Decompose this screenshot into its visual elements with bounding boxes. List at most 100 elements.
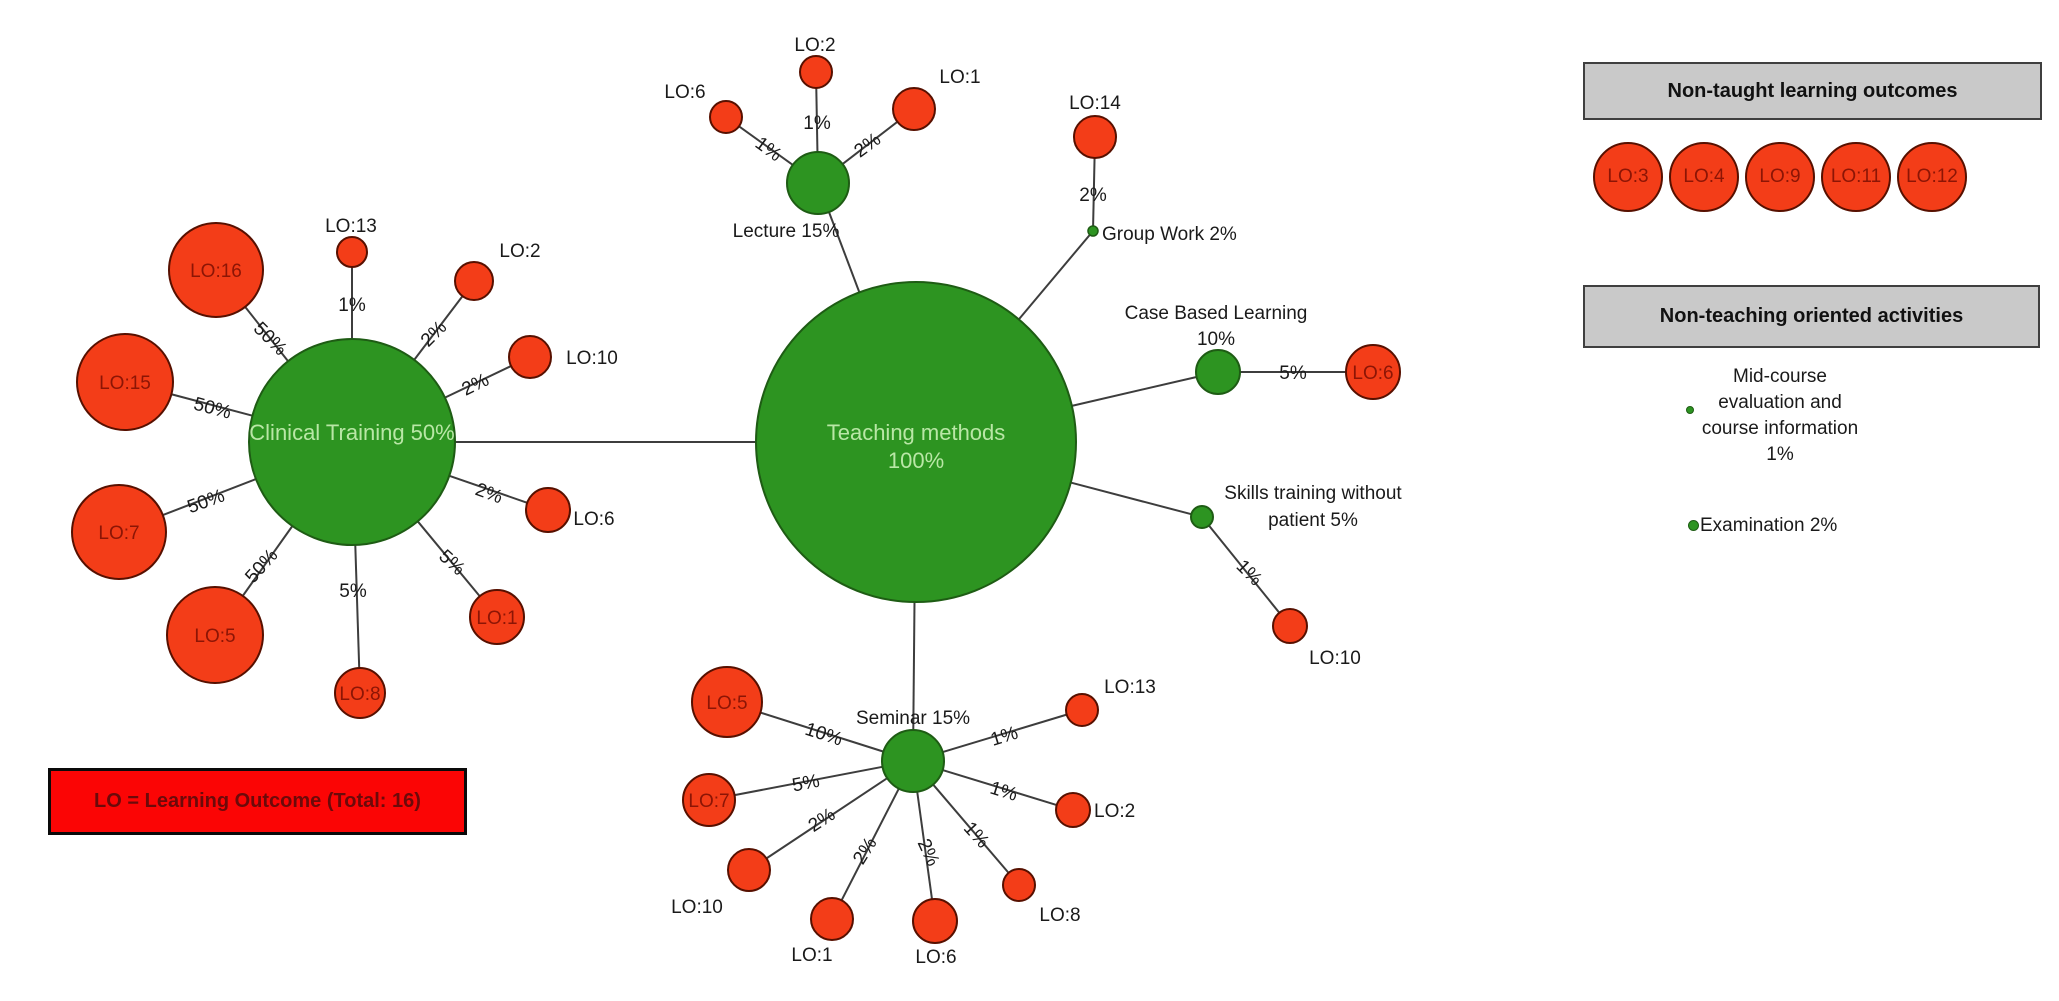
edge-teaching-skills bbox=[1070, 481, 1192, 516]
node-label-m-lo7: LO:7 bbox=[688, 791, 729, 812]
node-cb-lo6 bbox=[1345, 344, 1401, 400]
edge-label-lecture-l-lo1: 2% bbox=[850, 129, 885, 162]
edge-label-clinical-c-lo1: 5% bbox=[434, 546, 469, 580]
edge-label-seminar-m-lo2: 1% bbox=[987, 778, 1020, 806]
edge-seminar-m-lo2 bbox=[942, 769, 1058, 806]
node-title-teaching-1: 100% bbox=[888, 448, 944, 473]
node-label-l-lo6: LO:6 bbox=[664, 82, 705, 103]
activity-examination-label: Examination 2% bbox=[1700, 515, 1838, 536]
node-seminar bbox=[881, 729, 945, 793]
non-taught-circle-lo11: LO:11 bbox=[1821, 142, 1891, 212]
non-teaching-activities-title: Non-teaching oriented activities bbox=[1659, 305, 1964, 327]
edge-label-clinical-c-lo6: 2% bbox=[472, 479, 505, 508]
activity-midcourse-line4: 1% bbox=[1766, 444, 1794, 465]
edge-clinical-c-lo16 bbox=[244, 306, 289, 362]
node-label-m-lo10: LO:10 bbox=[671, 897, 723, 918]
edge-clinical-c-lo6 bbox=[448, 474, 528, 504]
non-taught-outcomes-title: Non-taught learning outcomes bbox=[1667, 79, 1958, 102]
node-m-lo8 bbox=[1002, 868, 1036, 902]
edge-clinical-c-lo2 bbox=[413, 295, 464, 361]
node-l-lo2 bbox=[799, 55, 833, 89]
activity-midcourse-line3: course information bbox=[1701, 418, 1859, 439]
node-l-lo1 bbox=[892, 87, 936, 131]
node-casebased bbox=[1195, 349, 1241, 395]
lo-legend-box: LO = Learning Outcome (Total: 16) bbox=[48, 768, 467, 835]
node-label-lo14: LO:14 bbox=[1069, 93, 1121, 114]
edge-label-lecture-l-lo2: 1% bbox=[803, 113, 831, 134]
node-label-s-lo10: LO:10 bbox=[1309, 648, 1361, 669]
edge-label-clinical-c-lo5: 50% bbox=[241, 545, 282, 587]
edge-lecture-l-lo1 bbox=[841, 121, 898, 165]
float-label-4: Group Work 2% bbox=[1102, 224, 1237, 245]
node-title-teaching-0: Teaching methods bbox=[827, 420, 1006, 445]
node-l-lo6 bbox=[709, 100, 743, 134]
edge-clinical-c-lo1 bbox=[416, 520, 481, 597]
node-label-m-lo1: LO:1 bbox=[791, 945, 832, 966]
node-label-c-lo6: LO:6 bbox=[573, 509, 614, 530]
node-label-cb-lo6: LO:6 bbox=[1352, 363, 1393, 384]
edge-teaching-seminar bbox=[912, 601, 916, 731]
edge-seminar-m-lo8 bbox=[932, 783, 1010, 874]
edge-seminar-m-lo5 bbox=[760, 711, 884, 753]
edge-label-clinical-c-lo7: 50% bbox=[185, 485, 228, 518]
edge-lecture-l-lo2 bbox=[815, 87, 819, 153]
node-groupwork bbox=[1087, 225, 1099, 237]
node-c-lo10 bbox=[508, 335, 552, 379]
edge-clinical-c-lo10 bbox=[444, 365, 512, 399]
activity-examination: Examination 2% bbox=[1700, 513, 1837, 539]
node-m-lo1 bbox=[810, 897, 854, 941]
edge-label-clinical-c-lo10: 2% bbox=[459, 370, 493, 401]
activity-midcourse: Mid-course evaluation and course informa… bbox=[1640, 364, 1920, 468]
edge-seminar-m-lo1 bbox=[840, 788, 900, 901]
node-label-c-lo5: LO:5 bbox=[194, 626, 235, 647]
midcourse-bullet-dot bbox=[1686, 406, 1694, 414]
node-teaching bbox=[755, 281, 1077, 603]
node-s-lo10 bbox=[1272, 608, 1308, 644]
edge-teaching-groupwork bbox=[1018, 234, 1091, 321]
edge-label-clinical-c-lo13: 1% bbox=[338, 295, 366, 316]
edge-label-seminar-m-lo13: 1% bbox=[988, 723, 1021, 751]
node-c-lo15 bbox=[76, 333, 174, 431]
float-label-3: 10% bbox=[1197, 329, 1235, 350]
edge-label-seminar-m-lo7: 5% bbox=[790, 771, 821, 797]
node-label-c-lo2: LO:2 bbox=[499, 241, 540, 262]
edge-label-seminar-m-lo10: 2% bbox=[805, 804, 840, 837]
edge-label-seminar-m-lo1: 2% bbox=[849, 834, 881, 869]
edge-seminar-m-lo10 bbox=[765, 777, 888, 860]
edge-lecture-l-lo6 bbox=[738, 125, 794, 166]
edge-clinical-c-lo5 bbox=[241, 525, 294, 597]
non-taught-outcomes-header: Non-taught learning outcomes bbox=[1583, 62, 2042, 120]
node-c-lo2 bbox=[454, 261, 494, 301]
float-label-0: Lecture 15% bbox=[733, 221, 840, 242]
activity-midcourse-line1: Mid-course bbox=[1733, 366, 1827, 387]
node-label-m-lo6: LO:6 bbox=[915, 947, 956, 968]
edge-lo14-groupwork bbox=[1092, 157, 1096, 227]
edge-clinical-c-lo8 bbox=[354, 544, 361, 669]
edge-label-clinical-c-lo2: 2% bbox=[417, 317, 451, 351]
examination-bullet-dot bbox=[1688, 520, 1699, 531]
node-label-m-lo2: LO:2 bbox=[1094, 801, 1135, 822]
node-title-clinical-0: Clinical Training 50% bbox=[249, 420, 454, 445]
node-c-lo13 bbox=[336, 236, 368, 268]
node-label-c-lo1: LO:1 bbox=[476, 608, 517, 629]
node-c-lo5 bbox=[166, 586, 264, 684]
node-m-lo13 bbox=[1065, 693, 1099, 727]
node-label-c-lo15: LO:15 bbox=[99, 373, 151, 394]
node-m-lo6 bbox=[912, 898, 958, 944]
node-label-l-lo2: LO:2 bbox=[794, 35, 835, 56]
node-label-l-lo1: LO:1 bbox=[939, 67, 980, 88]
node-label-m-lo5: LO:5 bbox=[706, 693, 747, 714]
node-c-lo1 bbox=[469, 589, 525, 645]
node-label-m-lo8: LO:8 bbox=[1039, 905, 1080, 926]
node-label-c-lo10: LO:10 bbox=[566, 348, 618, 369]
node-m-lo5 bbox=[691, 666, 763, 738]
node-c-lo6 bbox=[525, 487, 571, 533]
lo-legend-text: LO = Learning Outcome (Total: 16) bbox=[94, 790, 421, 812]
node-label-m-lo13: LO:13 bbox=[1104, 677, 1156, 698]
edge-clinical-c-lo7 bbox=[162, 478, 257, 516]
node-label-c-lo13: LO:13 bbox=[325, 216, 377, 237]
node-c-lo7 bbox=[71, 484, 167, 580]
edge-label-clinical-c-lo8: 5% bbox=[339, 581, 367, 602]
